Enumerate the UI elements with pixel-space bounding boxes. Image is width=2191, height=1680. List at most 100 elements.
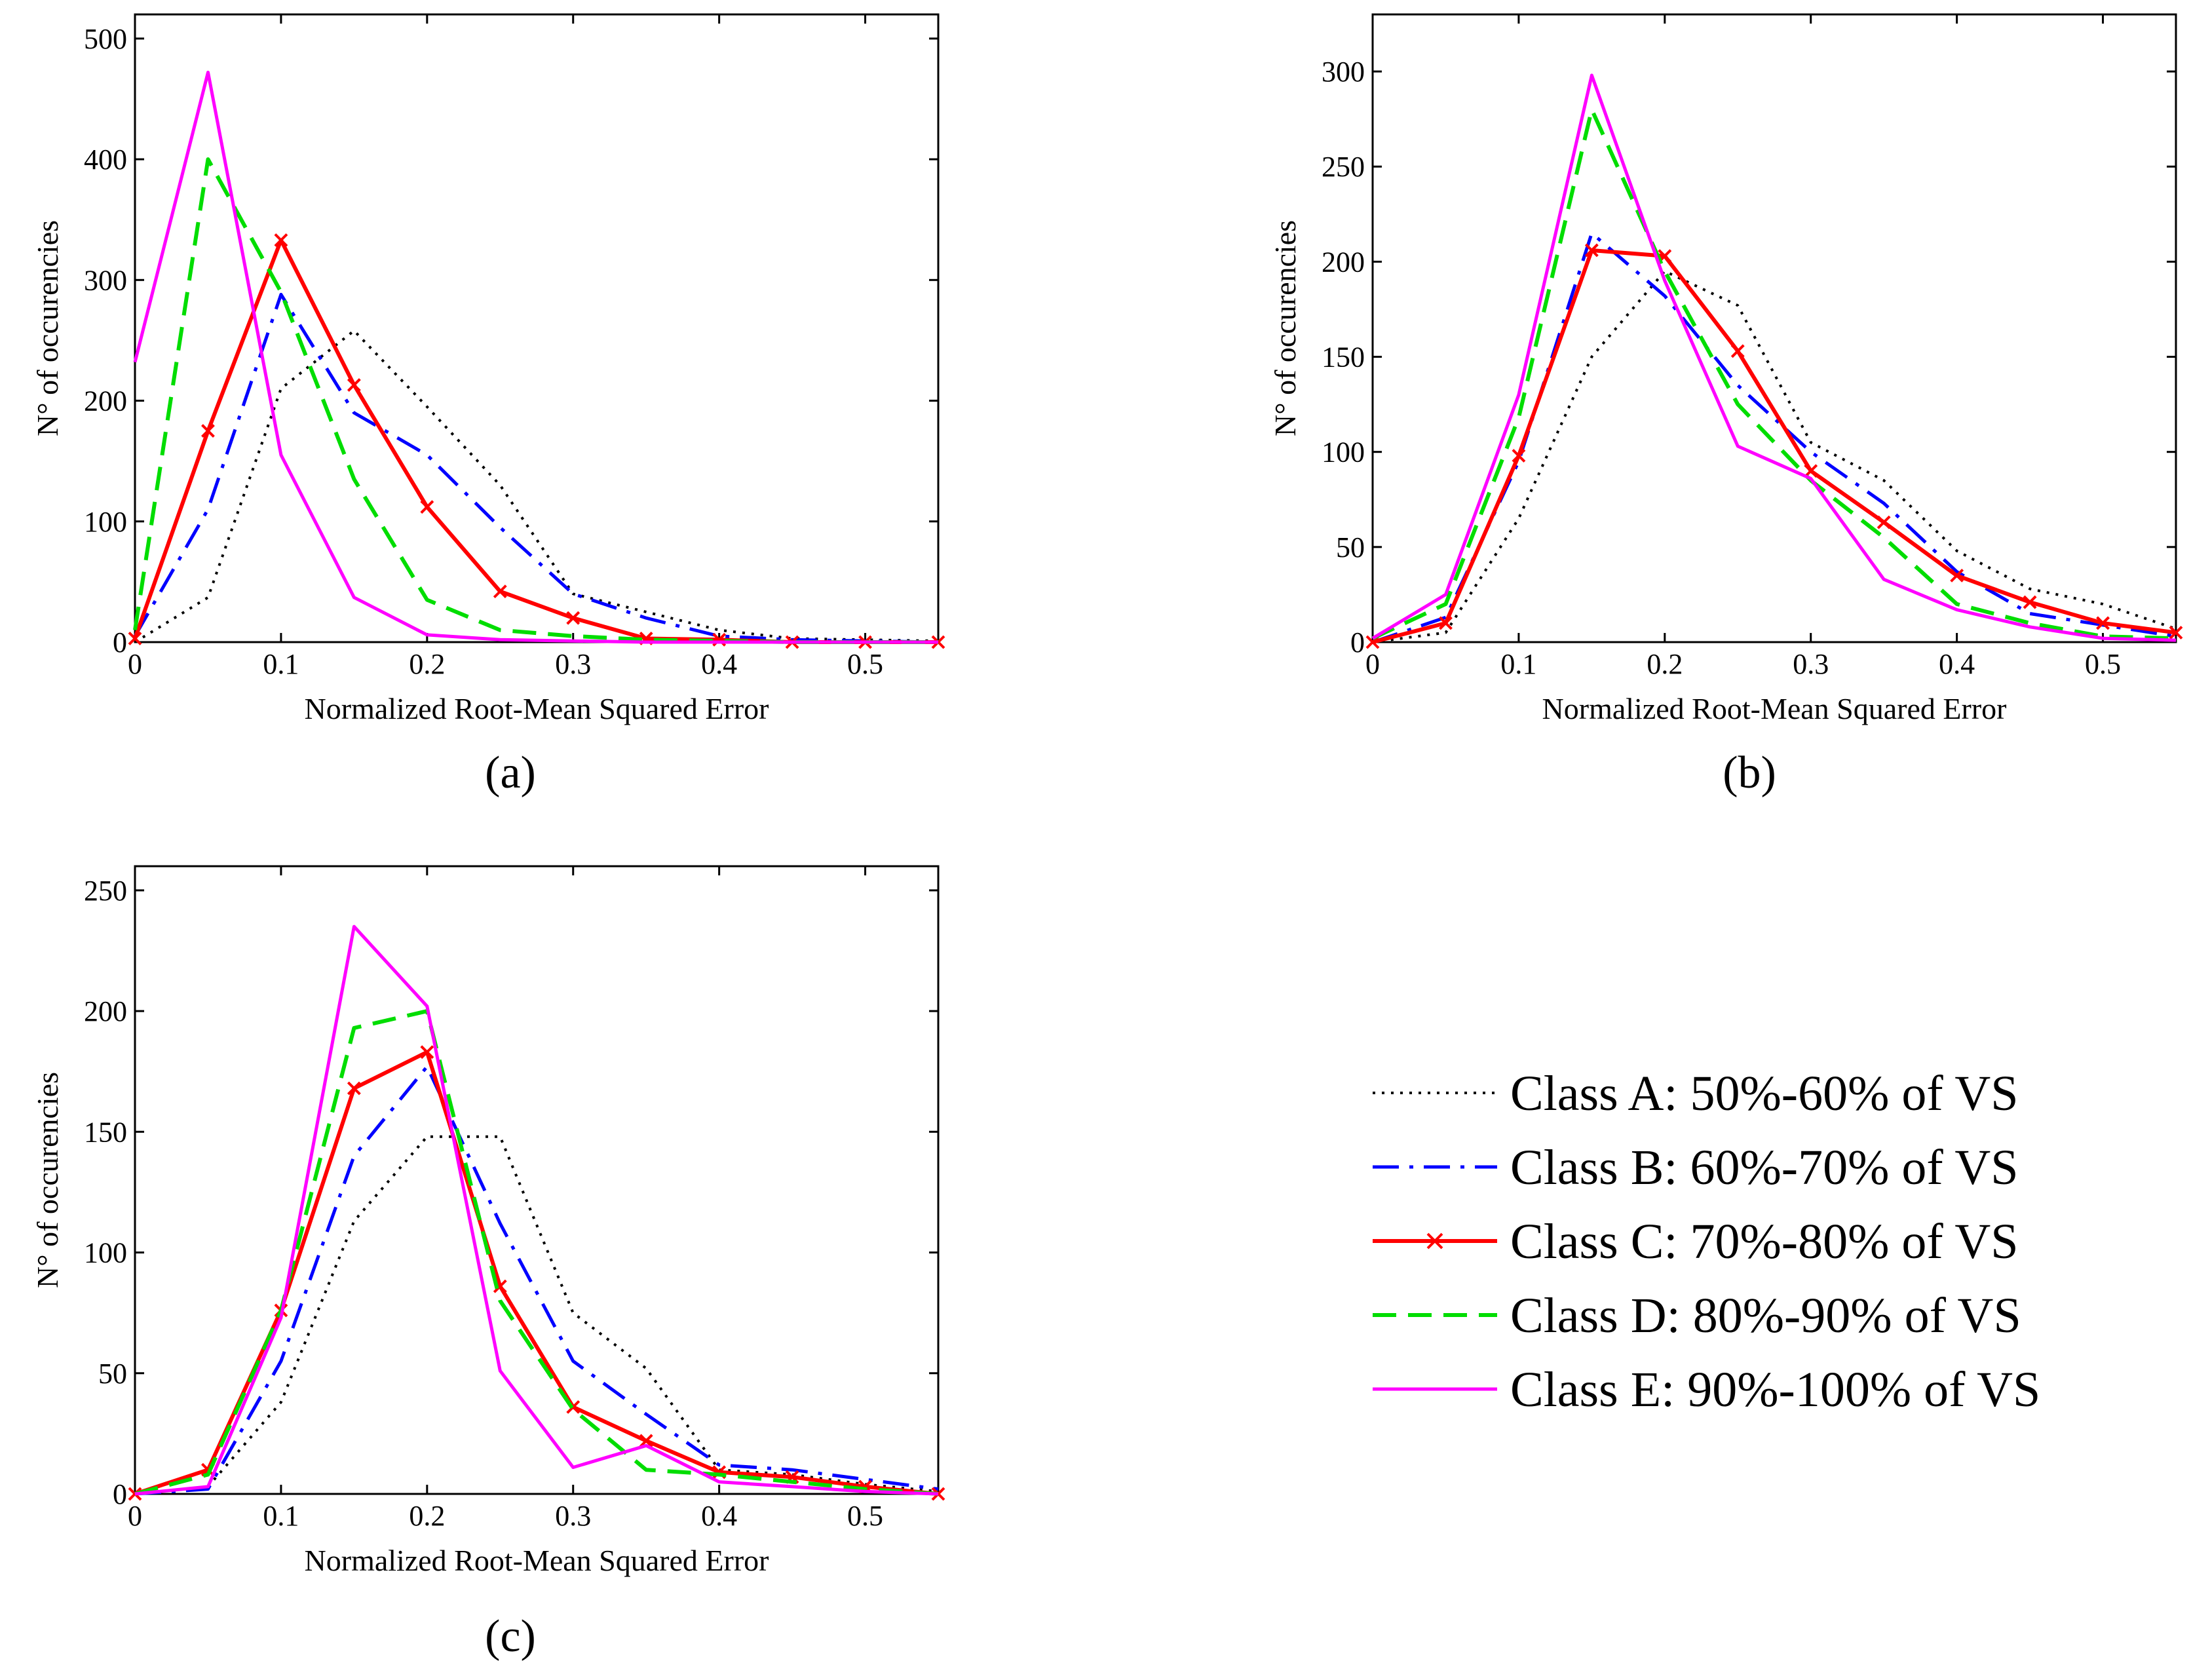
legend-label: Class A: 50%-60% of VS xyxy=(1510,1066,2019,1121)
panel-a-series-class-c-marker xyxy=(274,233,288,247)
legend-marker xyxy=(1426,1232,1443,1250)
legend-label: Class C: 70%-80% of VS xyxy=(1510,1214,2019,1269)
panel-c-y-axis-title: N° of occurencies xyxy=(31,1072,64,1288)
panel-b-series-class-c-marker xyxy=(1512,449,1526,463)
panel-a-y-tick-label: 300 xyxy=(84,264,127,296)
panel-b-series-class-c-marker xyxy=(1730,344,1745,358)
panel-b-x-tick-label: 0 xyxy=(1365,648,1380,680)
panel-b-label: (b) xyxy=(1723,748,1776,798)
panel-c-x-tick-label: 0.1 xyxy=(263,1500,299,1532)
panel-c-series-class-c-line xyxy=(134,1050,939,1496)
panel-a-series-class-e-line xyxy=(133,70,938,644)
panel-b-x-tick-label: 0.3 xyxy=(1793,648,1829,680)
panel-b-series xyxy=(1365,73,2183,649)
panel-b-series-class-a-line xyxy=(1372,269,2177,643)
panel-a-x-tick-label: 0.5 xyxy=(847,648,883,680)
panel-b-series-class-c-marker xyxy=(1584,243,1599,258)
legend-label: Class D: 80%-90% of VS xyxy=(1510,1288,2021,1343)
panel-a-series xyxy=(128,70,945,649)
panel-b-series-class-c-marker xyxy=(2023,595,2037,609)
panel-c-x-tick-label: 0.3 xyxy=(555,1500,591,1532)
panel-a-y-tick-label: 0 xyxy=(113,626,127,659)
panel-c-ticks: 0 0.1 0.2 0.3 0.4 0.5 0 50 100 150 200 250 xyxy=(84,866,938,1532)
panel-b-series-class-c-marker xyxy=(1877,515,1891,529)
panel-b-x-tick-label: 0.5 xyxy=(2085,648,2121,680)
panel-b-x-tick-label: 0.2 xyxy=(1647,648,1683,680)
panel-a-y-tick-label: 200 xyxy=(84,385,127,417)
panel-b-series-class-c-marker xyxy=(1950,568,1964,582)
legend-entry-class-e: Class E: 90%-100% of VS xyxy=(1373,1362,2040,1417)
panel-b-series-class-c-marker xyxy=(1439,616,1453,630)
panel-b-y-tick-label: 50 xyxy=(1336,531,1365,563)
panel-b-y-tick-label: 0 xyxy=(1350,626,1365,659)
panel-a-x-tick-label: 0.2 xyxy=(409,648,445,680)
panel-b-series-class-b-line xyxy=(1372,231,2177,644)
panel-c-x-tick-label: 0.4 xyxy=(701,1500,737,1532)
panel-a-series-class-c-line xyxy=(133,238,938,644)
panel-a: 0 0.1 0.2 0.3 0.4 0.5 0 100 200 300 400 500 Normali… xyxy=(31,13,945,798)
panel-a-y-tick-label: 100 xyxy=(84,506,127,538)
panel-c-series-class-c-marker xyxy=(347,1081,361,1096)
panel-c-x-tick-label: 0.2 xyxy=(409,1500,445,1532)
panel-b-y-tick-label: 200 xyxy=(1322,246,1365,278)
panel-a-y-tick-label: 400 xyxy=(84,143,127,176)
legend-entry-class-d: Class D: 80%-90% of VS xyxy=(1373,1288,2021,1343)
panel-c-series-class-c-marker xyxy=(420,1045,434,1060)
panel-b-x-axis-title: Normalized Root-Mean Squared Error xyxy=(1542,692,2007,725)
panel-b-y-tick-label: 250 xyxy=(1322,151,1365,183)
panel-c-y-tick-label: 200 xyxy=(84,995,127,1027)
panel-b-y-tick-label: 300 xyxy=(1322,56,1365,88)
legend: Class A: 50%-60% of VS Class B: 60%-70% o… xyxy=(1373,1066,2040,1417)
panel-b-axes-box xyxy=(1371,13,2177,643)
legend-entry-class-a: Class A: 50%-60% of VS xyxy=(1373,1066,2019,1121)
panel-b-y-tick-label: 100 xyxy=(1322,436,1365,468)
panel-c: 0 0.1 0.2 0.3 0.4 0.5 0 50 100 150 200 250 Normaliz… xyxy=(31,865,945,1662)
panel-b-x-tick-label: 0.1 xyxy=(1500,648,1536,680)
panel-b-series-class-c-line xyxy=(1372,248,2177,644)
panel-a-series-class-c-marker xyxy=(201,424,215,438)
panel-a-axes-box xyxy=(134,13,940,643)
panel-a-series-class-c-marker xyxy=(566,611,581,625)
panel-c-x-axis-title: Normalized Root-Mean Squared Error xyxy=(305,1544,769,1577)
legend-entry-class-b: Class B: 60%-70% of VS xyxy=(1373,1140,2019,1195)
panel-a-x-tick-label: 0.3 xyxy=(555,648,591,680)
panel-c-axes-box xyxy=(134,865,940,1495)
panel-c-y-tick-label: 0 xyxy=(113,1478,127,1510)
panel-b: 0 0.1 0.2 0.3 0.4 0.5 0 50 100 150 200 250 300 Norma… xyxy=(1268,13,2183,798)
panel-a-series-class-c-marker xyxy=(493,584,507,599)
panel-a-y-tick-label: 500 xyxy=(84,23,127,55)
legend-entry-class-c: Class C: 70%-80% of VS xyxy=(1373,1214,2019,1269)
panel-c-y-tick-label: 250 xyxy=(84,875,127,907)
panel-b-series-class-c-marker xyxy=(1804,464,1818,478)
panel-c-series-class-b-line xyxy=(134,1065,939,1496)
panel-a-ticks: 0 0.1 0.2 0.3 0.4 0.5 0 100 200 300 400 500 xyxy=(84,14,938,680)
panel-c-series-class-d-line xyxy=(134,1009,939,1496)
panel-a-x-tick-label: 0 xyxy=(128,648,142,680)
panel-b-y-tick-label: 150 xyxy=(1322,341,1365,373)
panel-a-series-class-a-line xyxy=(134,329,939,643)
panel-c-series-class-e-line xyxy=(134,925,939,1496)
panel-c-series xyxy=(128,925,945,1501)
panel-c-y-tick-label: 50 xyxy=(98,1358,127,1390)
panel-a-y-axis-title: N° of occurencies xyxy=(31,220,64,436)
panel-a-series-class-c-marker xyxy=(347,378,361,392)
panel-b-series-class-c-marker xyxy=(2096,616,2110,630)
panel-c-x-tick-label: 0.5 xyxy=(847,1500,883,1532)
panel-a-x-tick-label: 0.4 xyxy=(701,648,737,680)
panel-a-label: (a) xyxy=(485,748,536,798)
panel-a-x-axis-title: Normalized Root-Mean Squared Error xyxy=(305,692,769,725)
panel-c-x-tick-label: 0 xyxy=(128,1500,142,1532)
panel-a-series-class-d-line xyxy=(133,157,938,644)
panel-a-x-tick-label: 0.1 xyxy=(263,648,299,680)
panel-b-ticks: 0 0.1 0.2 0.3 0.4 0.5 0 50 100 150 200 250 300 xyxy=(1322,14,2176,680)
panel-b-series-class-e-line xyxy=(1371,73,2177,642)
panel-c-y-tick-label: 100 xyxy=(84,1237,127,1269)
panel-a-series-class-c-marker xyxy=(420,500,434,514)
legend-label: Class E: 90%-100% of VS xyxy=(1510,1362,2040,1417)
panel-a-series-class-c-marker xyxy=(128,632,142,645)
panel-b-y-axis-title: N° of occurencies xyxy=(1268,220,1302,436)
panel-c-label: (c) xyxy=(485,1611,536,1662)
panel-c-series-class-a-line xyxy=(134,1135,939,1495)
panel-c-y-tick-label: 150 xyxy=(84,1116,127,1148)
